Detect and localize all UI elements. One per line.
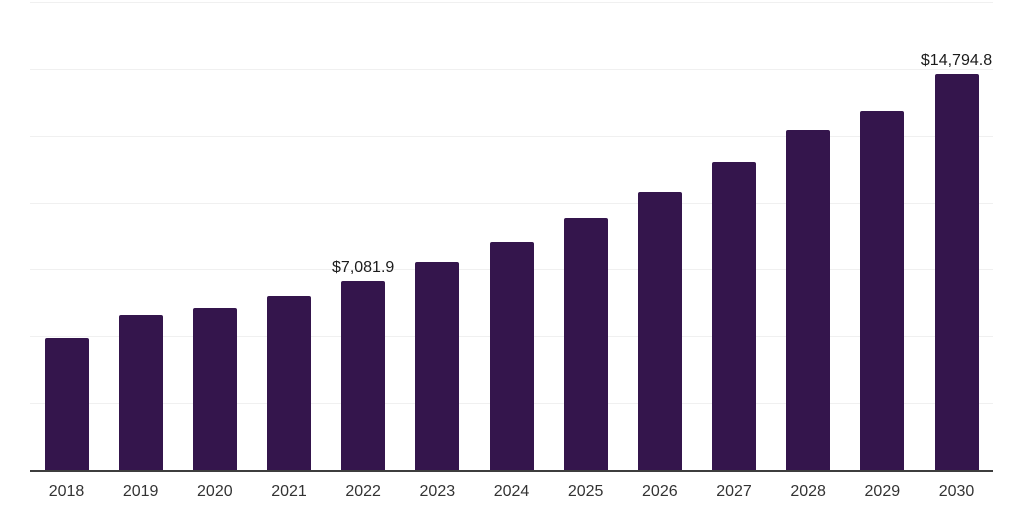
x-axis-tick-label: 2030 [938,483,975,500]
x-axis-tick-label: 2022 [345,483,381,500]
x-axis-tick-label: 2028 [790,483,826,500]
bar-2025 [563,217,608,470]
x-axis-tick-label: 2024 [493,483,530,500]
x-axis-tick-label: 2029 [864,483,901,500]
x-axis-tick-label: 2019 [122,483,159,500]
bar-2029 [860,110,905,470]
bar-2024 [489,242,534,470]
bar-2027 [712,161,756,470]
bar-2021 [267,295,311,470]
bar-2019 [118,315,163,470]
x-axis-tick-label: 2023 [419,483,456,500]
x-axis-tick-label: 2020 [197,483,233,500]
bar-2020 [192,307,237,470]
x-axis-tick-label: 2026 [642,483,678,500]
bar-2018 [44,337,89,470]
gridline [30,202,993,204]
x-axis-line [30,470,993,472]
gridline [30,2,993,3]
bar-2023 [415,262,460,470]
x-axis-tick-label: 2027 [716,483,752,500]
bar-2022 [341,280,386,470]
x-axis-tick-label: 2025 [567,483,604,500]
bar-2030 [934,74,979,470]
gridline [30,68,993,70]
gridline [30,135,993,137]
bar-2026 [637,191,682,470]
x-axis-tick-label: 2018 [48,483,85,500]
x-axis-tick-label: 2021 [271,483,307,500]
bar-value-label: $7,081.9 [332,258,395,276]
bar-2028 [786,130,831,470]
bar-value-label: $14,794.8 [920,52,993,70]
